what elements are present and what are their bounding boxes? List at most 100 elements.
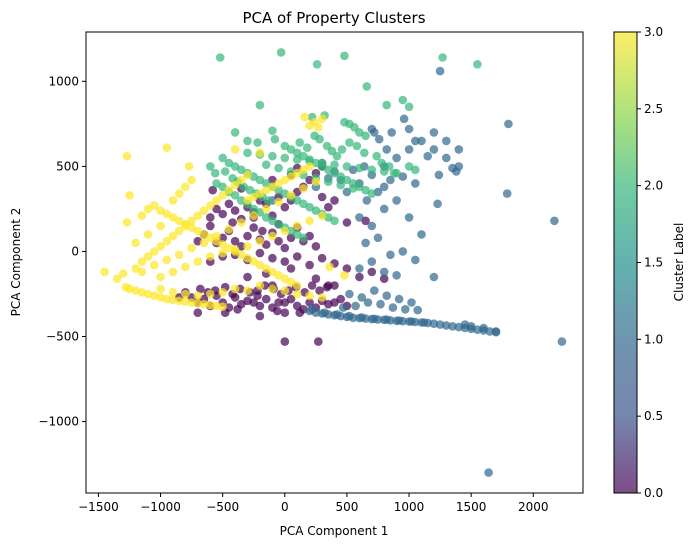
- data-point: [162, 255, 172, 265]
- data-point: [156, 221, 165, 231]
- data-point: [404, 213, 414, 222]
- data-point: [181, 262, 190, 272]
- data-point: [261, 204, 271, 214]
- data-point: [429, 128, 439, 137]
- data-point: [270, 134, 280, 144]
- x-tick-label: −1000: [140, 500, 181, 514]
- data-point: [206, 221, 215, 231]
- data-point: [386, 250, 395, 260]
- data-point: [292, 252, 302, 261]
- data-point: [237, 218, 246, 227]
- data-point: [398, 95, 408, 105]
- data-point: [317, 158, 327, 168]
- data-point: [119, 269, 128, 278]
- data-point: [168, 288, 178, 297]
- data-point: [249, 211, 258, 220]
- data-point: [389, 168, 399, 178]
- data-point: [355, 163, 364, 173]
- data-point: [434, 170, 444, 180]
- data-point: [407, 298, 416, 307]
- data-point: [280, 308, 290, 318]
- data-point: [373, 233, 383, 243]
- data-point: [218, 248, 227, 258]
- data-point: [317, 114, 327, 124]
- data-point: [276, 48, 286, 57]
- data-point: [361, 238, 370, 248]
- data-point: [162, 143, 172, 152]
- colorbar-axis: 0.0 0.5 1.0 1.5 2.0 2.5 3.0: [637, 25, 663, 500]
- data-point: [243, 272, 252, 282]
- data-point: [230, 145, 240, 154]
- data-point: [394, 316, 404, 325]
- data-point: [168, 231, 178, 241]
- data-point: [377, 158, 387, 168]
- data-point: [392, 196, 401, 205]
- colorbar-tick-label: 0.5: [644, 409, 663, 423]
- data-point: [413, 305, 423, 315]
- data-point: [407, 317, 416, 326]
- data-point: [370, 128, 379, 137]
- data-point: [264, 196, 273, 205]
- x-axis-label: PCA Component 1: [280, 524, 389, 538]
- data-point: [404, 102, 414, 112]
- data-point: [156, 272, 165, 282]
- data-point: [382, 100, 392, 110]
- data-point: [199, 238, 209, 248]
- data-point: [280, 202, 290, 212]
- data-point: [336, 294, 346, 304]
- data-point: [150, 260, 159, 270]
- data-point: [156, 242, 165, 251]
- data-point: [233, 305, 242, 314]
- data-point: [184, 162, 194, 171]
- data-point: [305, 162, 314, 171]
- data-point: [484, 468, 493, 477]
- data-point: [454, 145, 464, 154]
- data-point: [193, 257, 203, 266]
- data-point: [255, 189, 265, 198]
- data-point: [374, 134, 384, 144]
- data-point: [379, 204, 389, 214]
- data-point: [325, 262, 334, 272]
- data-point: [181, 221, 190, 231]
- y-tick-label: 1000: [48, 74, 79, 88]
- data-point: [411, 136, 420, 146]
- data-point: [286, 191, 296, 200]
- data-point: [255, 311, 265, 321]
- data-point: [363, 298, 373, 307]
- data-point: [255, 175, 265, 185]
- data-point: [315, 134, 324, 144]
- data-point: [317, 293, 327, 302]
- data-point: [367, 267, 377, 277]
- data-point: [399, 114, 409, 124]
- data-point: [300, 112, 310, 122]
- data-point: [324, 177, 333, 186]
- data-point: [332, 310, 342, 319]
- data-point: [357, 313, 367, 322]
- data-point: [137, 257, 147, 266]
- data-point: [193, 308, 203, 318]
- data-point: [305, 298, 314, 307]
- plot-frame: [85, 31, 584, 494]
- colorbar-tick-label: 0.0: [644, 486, 663, 500]
- data-point: [274, 197, 283, 207]
- data-point: [379, 274, 389, 284]
- data-point: [386, 175, 395, 185]
- data-point: [218, 191, 227, 200]
- data-point: [305, 202, 314, 212]
- data-point: [345, 289, 354, 299]
- data-point: [479, 323, 488, 333]
- data-point: [352, 141, 362, 151]
- data-point: [357, 293, 367, 302]
- colorbar-tick-label: 1.0: [644, 332, 663, 346]
- data-point: [360, 148, 369, 158]
- data-point: [429, 272, 439, 282]
- data-point: [398, 247, 408, 256]
- data-point: [255, 248, 265, 258]
- data-point: [320, 308, 329, 318]
- data-point: [280, 286, 290, 295]
- x-tick-label: 1500: [456, 500, 487, 514]
- data-point: [187, 243, 196, 253]
- y-tick-label: −500: [46, 329, 79, 343]
- data-point: [230, 245, 240, 254]
- data-point: [342, 264, 352, 273]
